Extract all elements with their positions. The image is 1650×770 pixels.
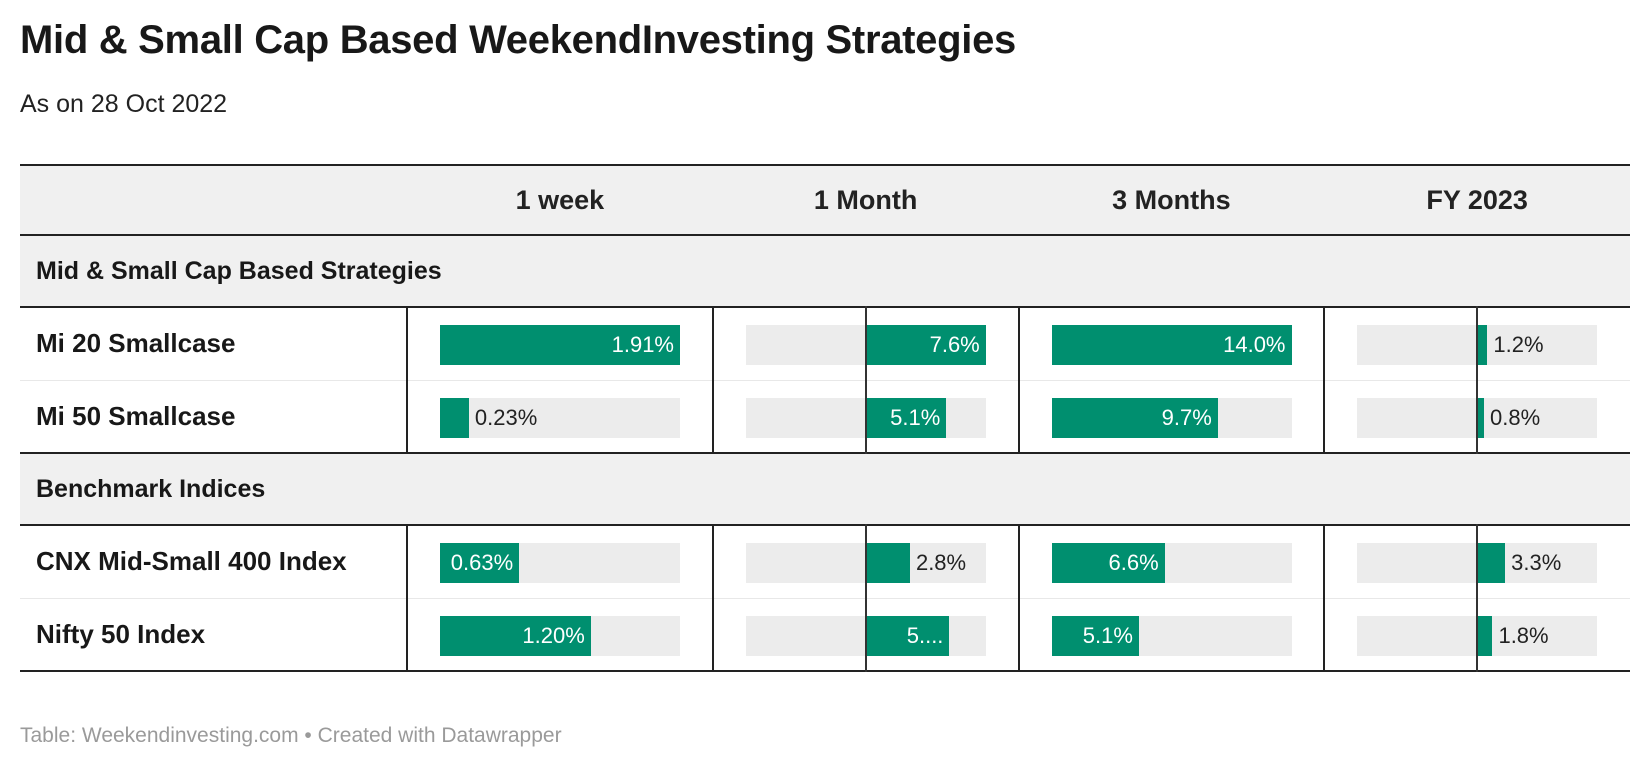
zero-baseline bbox=[864, 596, 867, 672]
bar-track: 1.20% bbox=[440, 615, 680, 656]
value-cell: 5.... bbox=[712, 596, 1020, 672]
value-bar bbox=[1051, 615, 1139, 656]
row-name: Mi 50 Smallcase bbox=[20, 380, 408, 454]
value-cell: 9.7% bbox=[1018, 380, 1326, 454]
bar-track: 0.23% bbox=[440, 397, 680, 438]
value-label: 1.20% bbox=[522, 622, 585, 648]
value-cell: 0.8% bbox=[1324, 378, 1630, 454]
results-table-container: 1 week 1 Month 3 Months FY 2023 Mid & Sm… bbox=[20, 164, 1630, 672]
value-label: 5.... bbox=[906, 622, 944, 648]
value-label: 5.1% bbox=[890, 404, 941, 430]
value-bar bbox=[440, 543, 520, 583]
value-cell: 1.20% bbox=[407, 598, 714, 672]
value-cell: 5.1% bbox=[1018, 598, 1326, 672]
value-cell: 14.0% bbox=[1018, 307, 1326, 381]
value-cell: 2.8% bbox=[712, 524, 1020, 599]
value-cell: 7.6% bbox=[712, 306, 1020, 381]
value-label: 0.8% bbox=[1490, 404, 1541, 430]
value-label: 1.2% bbox=[1493, 332, 1544, 357]
results-table: 1 week 1 Month 3 Months FY 2023 Mid & Sm… bbox=[20, 164, 1630, 672]
value-bar bbox=[1051, 397, 1218, 438]
row-name: CNX Mid-Small 400 Index bbox=[20, 525, 408, 599]
bar-track: 0.63% bbox=[440, 543, 680, 583]
value-label: 6.6% bbox=[1108, 550, 1159, 575]
value-bar bbox=[865, 397, 947, 438]
value-cell: 1.8% bbox=[1324, 596, 1630, 672]
bar-track: 1.91% bbox=[440, 325, 680, 365]
value-label: 3.3% bbox=[1511, 550, 1562, 575]
table-row: CNX Mid-Small 400 Index 0.63% 2.8% 6.6% 3.3% bbox=[20, 524, 1630, 599]
table-header: 1 week 1 Month 3 Months FY 2023 bbox=[20, 165, 1630, 235]
bar-track: 14.0% bbox=[1051, 325, 1292, 365]
value-bar bbox=[865, 615, 950, 656]
value-label: 7.6% bbox=[929, 332, 980, 357]
value-cell: 1.2% bbox=[1324, 306, 1630, 381]
value-bar bbox=[440, 615, 591, 656]
value-cell: 0.63% bbox=[407, 525, 714, 599]
zero-baseline bbox=[1476, 306, 1479, 381]
group-label: Mid & Small Cap Based Strategies bbox=[20, 235, 1630, 308]
bar-track: 6.6% bbox=[1051, 543, 1292, 583]
group-row: Benchmark Indices bbox=[20, 453, 1630, 526]
zero-baseline bbox=[864, 378, 867, 454]
table-row: Mi 20 Smallcase 1.91% 7.6% 14.0% 1.2% bbox=[20, 306, 1630, 381]
value-bar bbox=[1051, 543, 1165, 583]
value-cell: 3.3% bbox=[1324, 524, 1630, 599]
value-cell: 1.91% bbox=[407, 307, 714, 381]
row-name: Nifty 50 Index bbox=[20, 598, 408, 672]
zero-baseline bbox=[1476, 378, 1479, 454]
value-bar bbox=[865, 325, 986, 365]
row-name: Mi 20 Smallcase bbox=[20, 307, 408, 381]
value-bar bbox=[1477, 325, 1488, 365]
group-row: Mid & Small Cap Based Strategies bbox=[20, 235, 1630, 308]
table-row: Nifty 50 Index 1.20% 5.... 5.1% 1.8% bbox=[20, 596, 1630, 672]
column-header-3-months: 3 Months bbox=[1112, 184, 1231, 215]
group-label: Benchmark Indices bbox=[20, 453, 1630, 526]
table-body: Mid & Small Cap Based Strategies Mi 20 Sm… bbox=[20, 235, 1630, 672]
value-cell: 5.1% bbox=[712, 378, 1020, 454]
value-label: 5.1% bbox=[1082, 622, 1133, 648]
chart-subtitle: As on 28 Oct 2022 bbox=[20, 90, 228, 118]
column-header-1-week: 1 week bbox=[515, 184, 605, 215]
bar-track: 9.7% bbox=[1051, 397, 1292, 438]
table-row: Mi 50 Smallcase 0.23% 5.1% 9.7% 0.8% bbox=[20, 378, 1630, 454]
value-bar bbox=[1477, 543, 1506, 583]
value-bar bbox=[865, 543, 910, 583]
zero-baseline bbox=[864, 524, 867, 599]
value-cell: 6.6% bbox=[1018, 525, 1326, 599]
value-cell: 0.23% bbox=[407, 380, 714, 454]
bar-track: 5.1% bbox=[1051, 615, 1292, 656]
value-label: 0.63% bbox=[450, 550, 514, 575]
value-bar bbox=[440, 397, 469, 438]
value-bar bbox=[1477, 615, 1493, 656]
value-bar bbox=[1477, 397, 1484, 438]
footer-credit: Table: Weekendinvesting.com • Created wi… bbox=[20, 724, 562, 747]
value-label: 1.91% bbox=[611, 332, 674, 357]
value-bar bbox=[440, 325, 680, 365]
zero-baseline bbox=[1476, 524, 1479, 599]
column-header-1-month: 1 Month bbox=[813, 184, 918, 215]
zero-baseline bbox=[864, 306, 867, 381]
column-header-name bbox=[20, 165, 407, 235]
value-label: 9.7% bbox=[1161, 404, 1212, 430]
column-header-fy-2023: FY 2023 bbox=[1426, 184, 1528, 215]
chart-title: Mid & Small Cap Based WeekendInvesting S… bbox=[20, 18, 1016, 62]
value-label: 1.8% bbox=[1498, 622, 1549, 648]
value-label: 0.23% bbox=[474, 404, 538, 430]
value-label: 14.0% bbox=[1223, 332, 1286, 357]
value-label: 2.8% bbox=[915, 550, 967, 575]
value-bar bbox=[1051, 325, 1292, 365]
zero-baseline bbox=[1476, 596, 1479, 672]
